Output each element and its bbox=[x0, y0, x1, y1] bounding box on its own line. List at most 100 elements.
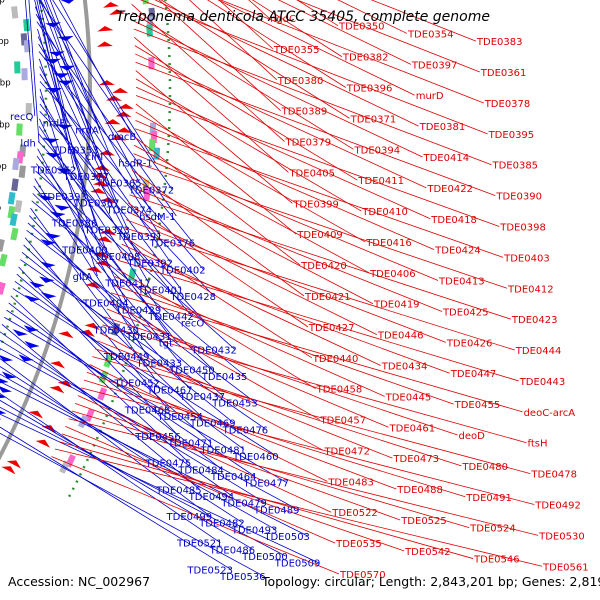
reverse-gene-label: TDE0424 bbox=[434, 246, 481, 257]
reverse-label-leader bbox=[135, 70, 293, 204]
forward-gene-label: hsdR-1 bbox=[118, 159, 152, 170]
forward-gene-label: TDE0499 bbox=[166, 512, 213, 523]
feature-block bbox=[18, 165, 26, 178]
label-leader-lines bbox=[0, 0, 543, 577]
reverse-gene-arrow bbox=[1, 466, 16, 475]
reverse-gene-arrow bbox=[6, 460, 21, 469]
reverse-label-leader bbox=[277, 0, 412, 65]
reverse-gene-arrow bbox=[49, 385, 65, 394]
reverse-label-leader bbox=[61, 433, 405, 552]
reverse-gene-arrow bbox=[85, 282, 101, 289]
forward-label-leader bbox=[34, 0, 86, 197]
reverse-gene-label: TDE0378 bbox=[484, 99, 531, 110]
reverse-gene-label: TDE0530 bbox=[538, 531, 585, 542]
reverse-gene-label: TDE0379 bbox=[285, 138, 332, 149]
forward-gene-label: TDE0482 bbox=[198, 519, 245, 530]
forward-gene-arrow bbox=[29, 281, 45, 288]
forward-gene-arrow bbox=[24, 340, 40, 348]
forward-label-leader bbox=[39, 66, 139, 257]
forward-gene-label: TDE0430 bbox=[92, 325, 139, 336]
forward-gene-label: TDE0486 bbox=[209, 545, 256, 556]
forward-gene-arrow bbox=[0, 378, 9, 384]
forward-label-leader bbox=[20, 259, 267, 430]
reverse-gene-label: TDE0385 bbox=[491, 161, 538, 172]
forward-label-leader bbox=[32, 193, 213, 370]
reverse-gene-label: TDE0399 bbox=[292, 199, 339, 210]
forward-gene-label: TDE0468 bbox=[124, 405, 171, 416]
forward-gene-label: TDE0386 bbox=[51, 219, 98, 230]
feature-block bbox=[25, 103, 32, 116]
reverse-gene-arrow bbox=[50, 361, 66, 369]
reverse-label-leader bbox=[135, 103, 297, 235]
reverse-gene-arrow bbox=[103, 1, 119, 8]
reverse-label-leader bbox=[217, 0, 415, 96]
reverse-label-leader bbox=[135, 95, 500, 227]
reverse-gene-label: TDE0458 bbox=[316, 385, 363, 396]
reverse-gene-label: TDE0461 bbox=[389, 423, 436, 434]
reverse-label-leader bbox=[134, 128, 504, 258]
forward-label-leader bbox=[16, 273, 212, 443]
forward-gene-label: TDE0450 bbox=[168, 365, 215, 376]
feature-block bbox=[97, 387, 108, 401]
reverse-gene-label: TDE0420 bbox=[300, 261, 347, 272]
reverse-label-leader bbox=[65, 425, 336, 544]
feature-block bbox=[0, 281, 6, 296]
reverse-gene-label: TDE0381 bbox=[419, 122, 466, 133]
reverse-label-leader bbox=[154, 0, 419, 127]
reverse-gene-label: TDE0382 bbox=[342, 53, 389, 64]
reverse-label-leader bbox=[124, 227, 515, 351]
forward-label-leader bbox=[24, 237, 169, 410]
forward-gene-label: TDE0374 bbox=[106, 205, 153, 216]
forward-gene-arrow bbox=[37, 195, 54, 201]
kbp-tick-label: 480 kbp bbox=[0, 203, 1, 213]
forward-gene-arrow bbox=[60, 0, 74, 4]
reverse-label-leader bbox=[135, 78, 362, 212]
forward-label-leader bbox=[0, 373, 276, 530]
forward-gene-label: TDE0417 bbox=[104, 279, 151, 290]
forward-gene-label: TDE0401 bbox=[137, 285, 184, 296]
forward-gene-label: TDE0402 bbox=[159, 265, 206, 276]
forward-gene-arrow bbox=[57, 80, 74, 86]
reverse-label-leader bbox=[135, 61, 496, 196]
reverse-gene-arrow bbox=[93, 251, 110, 259]
reverse-gene-label: TDE0480 bbox=[461, 462, 508, 473]
reverse-gene-label: TDE0546 bbox=[473, 555, 520, 566]
forward-gene-label: TDE0469 bbox=[189, 419, 236, 430]
forward-gene-arrow bbox=[18, 354, 34, 362]
forward-label-leader bbox=[0, 426, 232, 570]
forward-gene-label: TDE0365 bbox=[95, 179, 142, 190]
reverse-label-leader bbox=[135, 86, 431, 220]
forward-gene-arrow bbox=[39, 276, 55, 283]
reverse-label-leader bbox=[68, 418, 539, 536]
forward-gene-label: TDE0477 bbox=[242, 479, 289, 490]
reverse-gene-arrow bbox=[112, 87, 129, 93]
reverse-gene-label: TDE0355 bbox=[273, 45, 320, 56]
reverse-gene-label: TDE0492 bbox=[534, 501, 581, 512]
feature-block bbox=[9, 213, 18, 227]
reverse-gene-label: TDE0411 bbox=[357, 176, 404, 187]
forward-gene-arrow bbox=[23, 325, 39, 333]
feature-block bbox=[143, 187, 151, 201]
reverse-label-leader bbox=[337, 0, 408, 34]
reverse-label-leader bbox=[77, 395, 332, 513]
forward-gene-label: TDE0471 bbox=[167, 439, 214, 450]
reverse-gene-label: TDE0403 bbox=[503, 253, 550, 264]
reverse-gene-label: TDE0457 bbox=[320, 416, 367, 427]
forward-gene-label: TDE0523 bbox=[186, 565, 233, 576]
reverse-label-leader bbox=[126, 211, 378, 335]
forward-label-leader bbox=[39, 81, 204, 270]
forward-gene-label: TDE0435 bbox=[201, 372, 248, 383]
map-title: Treponema denticola ATCC 35405, complete… bbox=[116, 9, 490, 25]
reverse-label-leader bbox=[104, 316, 458, 436]
forward-gene-arrow bbox=[54, 204, 71, 211]
reverse-label-leader bbox=[296, 0, 339, 27]
forward-gene-label: TDE0509 bbox=[274, 559, 321, 570]
reverse-label-leader bbox=[86, 371, 397, 490]
reverse-label-leader bbox=[130, 186, 443, 312]
forward-label-leader bbox=[6, 309, 255, 477]
reverse-gene-arrow bbox=[117, 103, 134, 109]
reverse-label-leader bbox=[81, 387, 535, 505]
forward-gene-label: TDE0536 bbox=[219, 572, 266, 583]
genome-summary-text: Topology: circular; Length: 2,843,201 bp… bbox=[262, 574, 600, 589]
reverse-gene-arrow bbox=[98, 80, 115, 86]
